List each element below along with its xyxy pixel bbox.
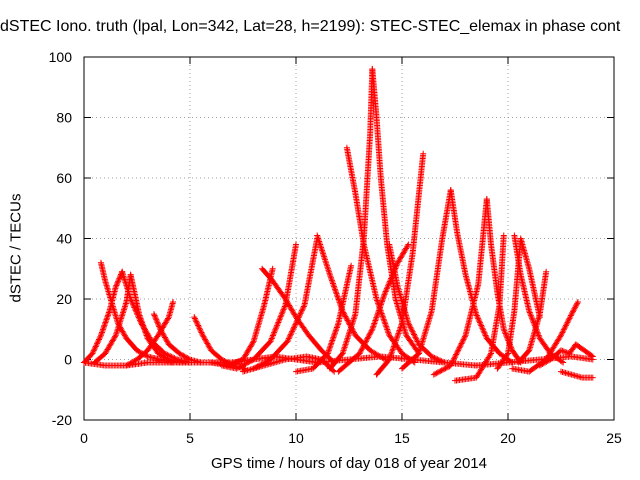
x-tick-label: 25 bbox=[606, 430, 622, 446]
series bbox=[81, 359, 215, 369]
x-tick-label: 5 bbox=[186, 430, 194, 446]
series-markers bbox=[473, 353, 596, 369]
y-tick-label: 80 bbox=[56, 110, 72, 126]
series bbox=[208, 353, 321, 366]
series bbox=[511, 232, 567, 366]
series bbox=[399, 187, 454, 372]
series-markers bbox=[511, 232, 567, 366]
x-axis-label: GPS time / hours of day 018 of year 2014 bbox=[211, 455, 487, 472]
series bbox=[473, 353, 596, 369]
ticks: 0 5 10 15 20 25 -20 0 20 40 60 80 100 bbox=[49, 49, 622, 446]
series-markers bbox=[91, 271, 134, 366]
grid bbox=[84, 57, 614, 420]
series-markers bbox=[558, 368, 596, 381]
series-markers bbox=[430, 196, 490, 378]
y-axis-label: dSTEC / TECUs bbox=[7, 193, 25, 303]
y-tick-label: 40 bbox=[56, 231, 72, 247]
x-tick-label: 20 bbox=[500, 430, 516, 446]
series bbox=[515, 268, 550, 366]
series-markers bbox=[447, 187, 516, 366]
y-tick-label: 20 bbox=[56, 291, 72, 307]
x-tick-label: 15 bbox=[394, 430, 410, 446]
chart-title: dSTEC Iono. truth (lpal, Lon=342, Lat=28… bbox=[0, 18, 621, 35]
series-markers bbox=[515, 268, 550, 366]
series-markers bbox=[314, 353, 480, 369]
series-markers bbox=[81, 359, 215, 369]
series-markers bbox=[399, 187, 454, 372]
series-markers bbox=[208, 353, 321, 366]
y-tick-label: 60 bbox=[56, 170, 72, 186]
series bbox=[447, 187, 516, 366]
y-tick-label: 100 bbox=[49, 49, 73, 65]
series bbox=[326, 66, 376, 372]
series bbox=[91, 271, 134, 366]
y-tick-label: 0 bbox=[64, 352, 72, 368]
series bbox=[430, 196, 490, 378]
series-markers bbox=[208, 265, 276, 369]
x-tick-label: 0 bbox=[80, 430, 88, 446]
series bbox=[208, 265, 276, 369]
series-markers bbox=[326, 66, 376, 372]
y-tick-label: -20 bbox=[52, 412, 72, 428]
series bbox=[314, 353, 480, 369]
series bbox=[558, 368, 596, 381]
data-points bbox=[81, 66, 596, 384]
x-tick-label: 10 bbox=[288, 430, 304, 446]
